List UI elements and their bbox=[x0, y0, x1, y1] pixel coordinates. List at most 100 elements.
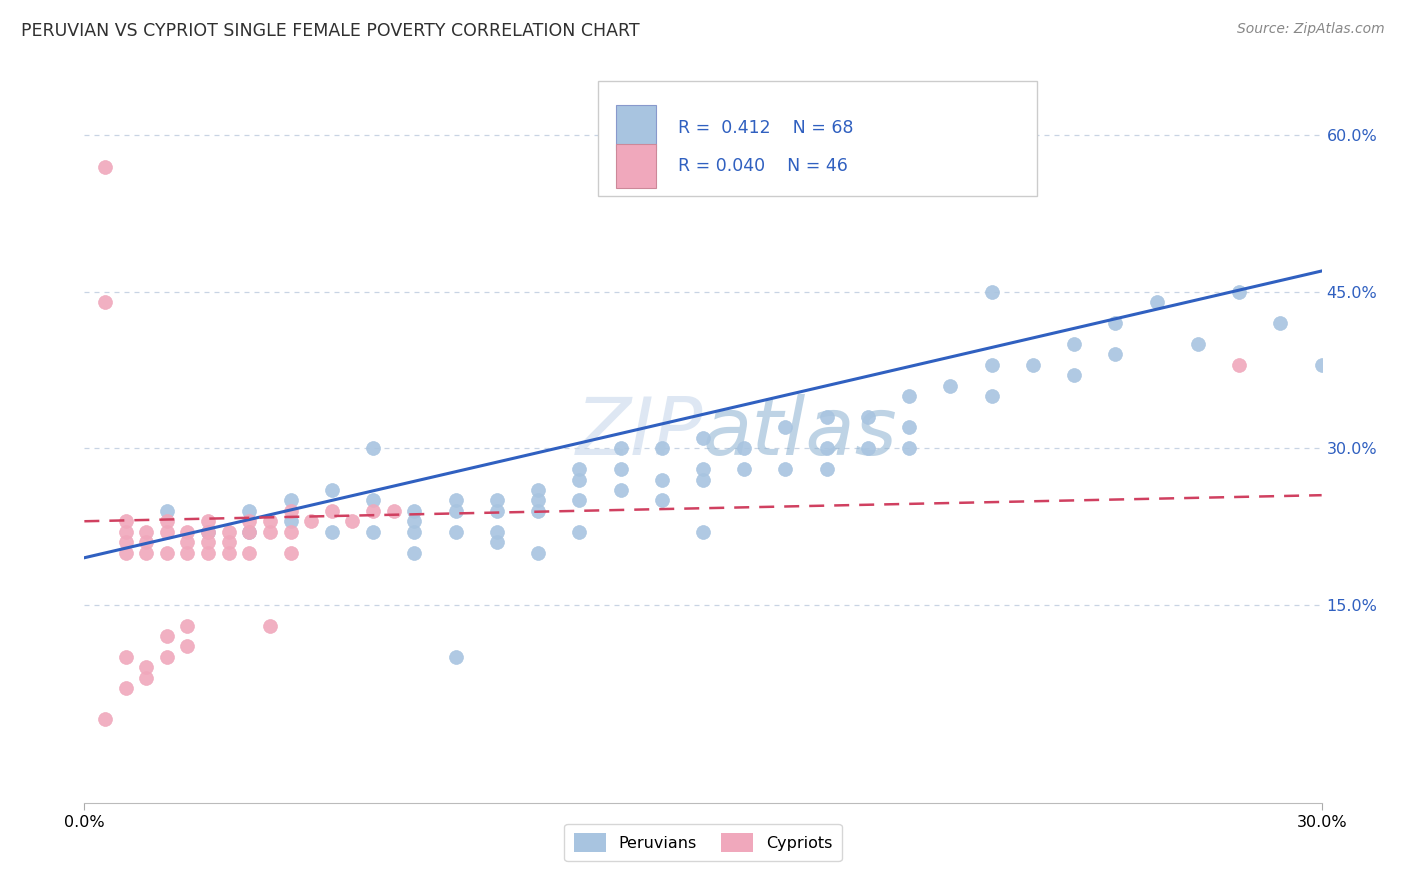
Point bbox=[692, 473, 714, 487]
Point bbox=[815, 462, 838, 476]
Point bbox=[238, 514, 260, 528]
Point bbox=[114, 649, 136, 664]
Point bbox=[197, 514, 219, 528]
Point bbox=[361, 524, 384, 539]
Point bbox=[94, 295, 117, 310]
Point bbox=[898, 442, 921, 456]
Point bbox=[1063, 337, 1085, 351]
Point bbox=[176, 524, 198, 539]
Point bbox=[197, 535, 219, 549]
Point bbox=[135, 545, 157, 559]
Legend: Peruvians, Cypriots: Peruvians, Cypriots bbox=[564, 824, 842, 862]
Point bbox=[651, 493, 673, 508]
Point bbox=[527, 483, 550, 497]
Text: Source: ZipAtlas.com: Source: ZipAtlas.com bbox=[1237, 22, 1385, 37]
Point bbox=[259, 514, 281, 528]
Point bbox=[280, 493, 302, 508]
Point bbox=[135, 660, 157, 674]
Point bbox=[361, 504, 384, 518]
Point bbox=[94, 712, 117, 726]
FancyBboxPatch shape bbox=[616, 105, 657, 150]
Point bbox=[197, 524, 219, 539]
Point bbox=[342, 514, 364, 528]
Point bbox=[176, 640, 198, 654]
Point bbox=[1187, 337, 1209, 351]
Point bbox=[156, 545, 179, 559]
Point bbox=[1104, 347, 1126, 361]
Point bbox=[980, 285, 1002, 299]
Point bbox=[94, 160, 117, 174]
Point bbox=[692, 462, 714, 476]
FancyBboxPatch shape bbox=[598, 81, 1038, 195]
Point bbox=[692, 524, 714, 539]
Point bbox=[218, 524, 240, 539]
Point bbox=[568, 493, 591, 508]
Point bbox=[856, 409, 879, 424]
Point bbox=[382, 504, 405, 518]
Point bbox=[321, 504, 343, 518]
Point bbox=[815, 409, 838, 424]
Point bbox=[733, 462, 755, 476]
Point bbox=[485, 524, 508, 539]
Point bbox=[176, 618, 198, 632]
Point bbox=[361, 442, 384, 456]
Point bbox=[259, 618, 281, 632]
Point bbox=[444, 649, 467, 664]
Point bbox=[1270, 316, 1292, 330]
Point bbox=[527, 504, 550, 518]
Text: ZIP: ZIP bbox=[575, 393, 703, 472]
Point bbox=[135, 535, 157, 549]
Point bbox=[651, 473, 673, 487]
Point bbox=[980, 389, 1002, 403]
Point bbox=[114, 514, 136, 528]
Point bbox=[609, 442, 631, 456]
Point bbox=[156, 504, 179, 518]
Point bbox=[485, 504, 508, 518]
Point bbox=[444, 504, 467, 518]
Point bbox=[176, 535, 198, 549]
Point bbox=[1063, 368, 1085, 383]
Point bbox=[218, 535, 240, 549]
Point bbox=[1310, 358, 1333, 372]
Point bbox=[1146, 295, 1168, 310]
Point bbox=[1022, 358, 1045, 372]
Point bbox=[609, 462, 631, 476]
Point bbox=[321, 483, 343, 497]
Text: R =  0.412    N = 68: R = 0.412 N = 68 bbox=[678, 119, 853, 136]
Point bbox=[898, 420, 921, 434]
Point bbox=[939, 378, 962, 392]
Text: atlas: atlas bbox=[703, 393, 898, 472]
Point bbox=[815, 442, 838, 456]
Point bbox=[280, 524, 302, 539]
Point bbox=[135, 671, 157, 685]
Point bbox=[361, 493, 384, 508]
Point bbox=[197, 524, 219, 539]
Point bbox=[280, 504, 302, 518]
Point bbox=[775, 180, 797, 194]
Point bbox=[280, 514, 302, 528]
Point bbox=[197, 545, 219, 559]
Point bbox=[444, 524, 467, 539]
Point bbox=[218, 545, 240, 559]
Point bbox=[568, 473, 591, 487]
Point bbox=[156, 629, 179, 643]
Point bbox=[114, 535, 136, 549]
Point bbox=[609, 483, 631, 497]
Point bbox=[404, 504, 426, 518]
Point bbox=[404, 545, 426, 559]
Point bbox=[259, 524, 281, 539]
Point bbox=[898, 389, 921, 403]
FancyBboxPatch shape bbox=[616, 144, 657, 188]
Point bbox=[485, 493, 508, 508]
Point bbox=[156, 649, 179, 664]
Point bbox=[775, 462, 797, 476]
Point bbox=[733, 442, 755, 456]
Point bbox=[404, 524, 426, 539]
Point bbox=[692, 431, 714, 445]
Point bbox=[238, 524, 260, 539]
Point bbox=[1104, 316, 1126, 330]
Point bbox=[238, 545, 260, 559]
Point bbox=[156, 514, 179, 528]
Point bbox=[485, 535, 508, 549]
Point bbox=[856, 442, 879, 456]
